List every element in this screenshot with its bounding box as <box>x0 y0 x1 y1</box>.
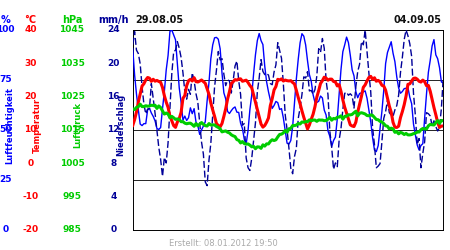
Text: 12: 12 <box>107 126 120 134</box>
Text: 995: 995 <box>63 192 81 201</box>
Text: Temperatur: Temperatur <box>32 98 41 152</box>
Text: %: % <box>0 15 10 25</box>
Text: 40: 40 <box>24 26 37 35</box>
Text: 04.09.05: 04.09.05 <box>393 15 441 25</box>
Text: 75: 75 <box>0 76 12 84</box>
Text: 25: 25 <box>0 176 12 184</box>
Text: Niederschlag: Niederschlag <box>116 94 125 156</box>
Text: 0: 0 <box>110 226 117 234</box>
Text: mm/h: mm/h <box>98 15 129 25</box>
Text: 16: 16 <box>107 92 120 101</box>
Text: 8: 8 <box>110 159 117 168</box>
Text: °C: °C <box>25 15 36 25</box>
Text: 29.08.05: 29.08.05 <box>135 15 183 25</box>
Text: Luftdruck: Luftdruck <box>73 102 82 148</box>
Text: 1015: 1015 <box>59 126 85 134</box>
Text: 4: 4 <box>110 192 117 201</box>
Text: Luftfeuchtigkeit: Luftfeuchtigkeit <box>5 86 14 164</box>
Text: 985: 985 <box>63 226 81 234</box>
Text: Erstellt: 08.01.2012 19:50: Erstellt: 08.01.2012 19:50 <box>169 238 278 248</box>
Text: 1005: 1005 <box>59 159 85 168</box>
Text: 1025: 1025 <box>59 92 85 101</box>
Text: 0: 0 <box>2 226 9 234</box>
Text: 10: 10 <box>24 126 37 134</box>
Text: 20: 20 <box>107 59 120 68</box>
Text: -10: -10 <box>22 192 39 201</box>
Text: 1035: 1035 <box>59 59 85 68</box>
Text: 20: 20 <box>24 92 37 101</box>
Text: 1045: 1045 <box>59 26 85 35</box>
Text: 0: 0 <box>27 159 34 168</box>
Text: 24: 24 <box>107 26 120 35</box>
Text: -20: -20 <box>22 226 39 234</box>
Text: 50: 50 <box>0 126 12 134</box>
Text: hPa: hPa <box>62 15 82 25</box>
Text: 100: 100 <box>0 26 15 35</box>
Text: 30: 30 <box>24 59 37 68</box>
